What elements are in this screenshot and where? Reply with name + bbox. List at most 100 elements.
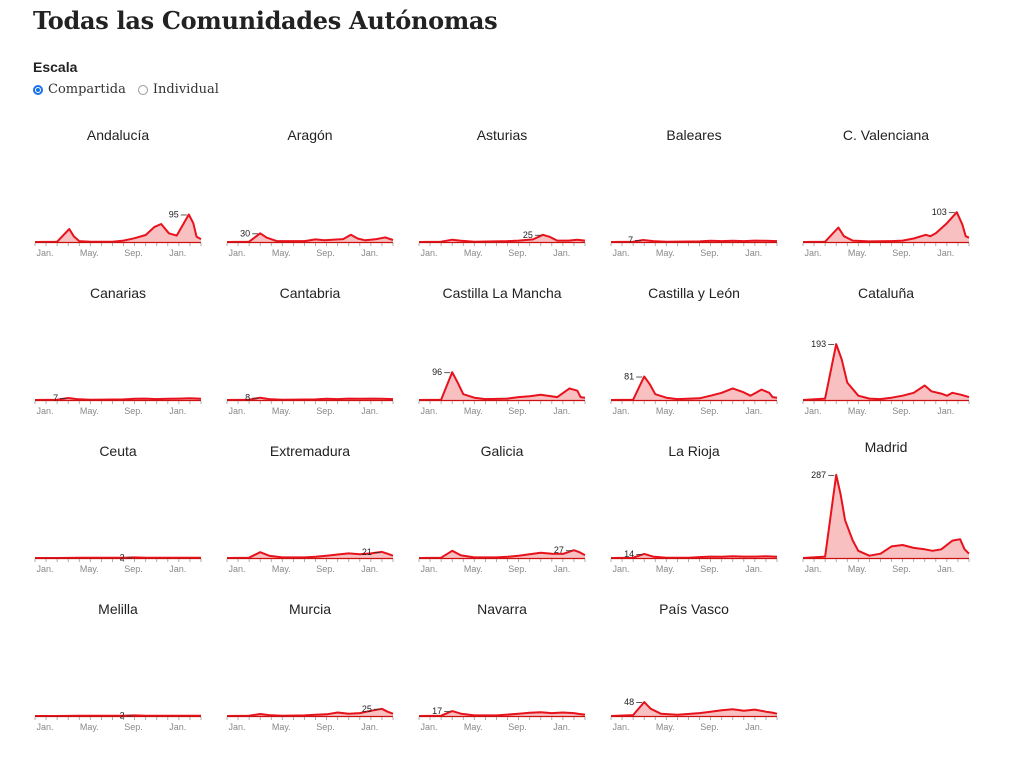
- area-navarra: [419, 711, 585, 716]
- page-title: Todas las Comunidades Autónomas: [33, 6, 498, 35]
- x-tick-label-cataluna: May.: [848, 406, 867, 416]
- x-tick-label-c-valenciana: Jan.: [937, 248, 954, 258]
- x-tick-label-navarra: Sep.: [508, 722, 527, 732]
- series-line-asturias: [418, 233, 586, 243]
- series-line-cataluna: [802, 343, 970, 401]
- x-tick-label-baleares: May.: [656, 248, 675, 258]
- panel-title-cantabria: Cantabria: [280, 285, 341, 301]
- x-tick-label-cataluna: Jan.: [937, 406, 954, 416]
- value-label-castilla-la-mancha: 96: [432, 367, 442, 377]
- area-asturias: [419, 234, 585, 242]
- x-tick-label-asturias: May.: [464, 248, 483, 258]
- panel-melilla: Melilla Jan. May. Sep. Jan. 2: [34, 601, 202, 732]
- series-line-pais-vasco: [610, 701, 778, 717]
- radio-compartida[interactable]: Compartida: [33, 82, 126, 97]
- value-label-navarra: 17: [432, 706, 442, 716]
- x-tick-label-la-rioja: Jan.: [612, 564, 629, 574]
- area-madrid: [803, 474, 969, 558]
- x-tick-label-castilla-la-mancha: Sep.: [508, 406, 527, 416]
- radio-individual-dot[interactable]: [137, 84, 148, 95]
- series-line-la-rioja: [610, 552, 778, 559]
- x-tick-label-galicia: Sep.: [508, 564, 527, 574]
- panel-title-galicia: Galicia: [481, 443, 524, 459]
- x-tick-label-andalucia: Jan.: [169, 248, 186, 258]
- panel-title-c-valenciana: C. Valenciana: [843, 127, 929, 143]
- value-label-murcia: 25: [362, 704, 372, 714]
- value-label-extremadura: 21: [362, 547, 372, 557]
- x-tick-label-canarias: May.: [80, 406, 99, 416]
- x-tick-label-galicia: May.: [464, 564, 483, 574]
- x-tick-label-castilla-la-mancha: May.: [464, 406, 483, 416]
- x-tick-label-canarias: Jan.: [36, 406, 53, 416]
- scale-label: Escala: [33, 59, 78, 75]
- x-tick-label-galicia: Jan.: [420, 564, 437, 574]
- radio-compartida-dot[interactable]: [33, 84, 43, 95]
- panel-madrid: Madrid Jan. May. Sep. Jan. 287: [802, 439, 970, 574]
- x-tick-label-asturias: Jan.: [553, 248, 570, 258]
- series-line-castilla-y-leon: [610, 375, 778, 401]
- x-tick-label-navarra: Jan.: [420, 722, 437, 732]
- x-tick-label-cantabria: Sep.: [316, 406, 335, 416]
- panel-title-melilla: Melilla: [98, 601, 138, 617]
- x-tick-label-murcia: Jan.: [361, 722, 378, 732]
- series-line-baleares: [610, 239, 778, 243]
- series-line-madrid: [802, 473, 970, 559]
- x-tick-label-andalucia: Sep.: [124, 248, 143, 258]
- panel-la-rioja: La Rioja Jan. May. Sep. Jan. 14: [610, 443, 778, 574]
- value-label-asturias: 25: [523, 230, 533, 240]
- radio-individual[interactable]: Individual: [137, 82, 219, 97]
- x-tick-label-pais-vasco: Jan.: [612, 722, 629, 732]
- x-tick-label-melilla: Jan.: [36, 722, 53, 732]
- panel-castilla-y-leon: Castilla y León Jan. May. Sep. Jan. 81: [610, 285, 778, 416]
- x-tick-label-castilla-y-leon: Jan.: [612, 406, 629, 416]
- panel-title-cataluna: Cataluña: [858, 285, 914, 301]
- scale-radio-group: Compartida Individual: [33, 82, 231, 97]
- value-label-ceuta: 2: [120, 552, 125, 562]
- x-tick-label-cantabria: Jan.: [228, 406, 245, 416]
- x-tick-label-ceuta: Jan.: [169, 564, 186, 574]
- panel-title-andalucia: Andalucía: [87, 127, 149, 143]
- x-tick-label-asturias: Sep.: [508, 248, 527, 258]
- panel-baleares: Baleares Jan. May. Sep. Jan. 7: [610, 127, 778, 258]
- x-tick-label-aragon: Jan.: [361, 248, 378, 258]
- x-tick-label-baleares: Sep.: [700, 248, 719, 258]
- x-tick-label-galicia: Jan.: [553, 564, 570, 574]
- value-label-melilla: 2: [120, 710, 125, 720]
- x-tick-label-pais-vasco: May.: [656, 722, 675, 732]
- panel-title-navarra: Navarra: [477, 601, 527, 617]
- value-label-galicia: 27: [554, 545, 564, 555]
- value-label-aragon: 30: [240, 228, 250, 238]
- area-castilla-y-leon: [611, 376, 777, 400]
- x-tick-label-la-rioja: May.: [656, 564, 675, 574]
- x-tick-label-andalucia: May.: [80, 248, 99, 258]
- area-pais-vasco: [611, 702, 777, 716]
- series-line-cantabria: [226, 396, 394, 401]
- x-tick-label-murcia: Sep.: [316, 722, 335, 732]
- series-line-c-valenciana: [802, 211, 970, 243]
- x-tick-label-murcia: Jan.: [228, 722, 245, 732]
- series-line-castilla-la-mancha: [418, 371, 586, 401]
- area-castilla-la-mancha: [419, 372, 585, 400]
- x-tick-label-cantabria: May.: [272, 406, 291, 416]
- panel-title-extremadura: Extremadura: [270, 443, 350, 459]
- x-tick-label-melilla: Jan.: [169, 722, 186, 732]
- panel-title-ceuta: Ceuta: [99, 443, 137, 459]
- x-tick-label-c-valenciana: Jan.: [804, 248, 821, 258]
- x-tick-label-castilla-la-mancha: Jan.: [553, 406, 570, 416]
- radio-compartida-label: Compartida: [48, 82, 126, 97]
- panel-ceuta: Ceuta Jan. May. Sep. Jan. 2: [34, 443, 202, 574]
- x-tick-label-aragon: Sep.: [316, 248, 335, 258]
- x-tick-label-murcia: May.: [272, 722, 291, 732]
- panel-pais-vasco: País Vasco Jan. May. Sep. Jan. 48: [610, 601, 778, 732]
- x-tick-label-canarias: Jan.: [169, 406, 186, 416]
- value-label-madrid: 287: [811, 470, 826, 480]
- panel-navarra: Navarra Jan. May. Sep. Jan. 17: [418, 601, 586, 732]
- panel-title-castilla-y-leon: Castilla y León: [648, 285, 740, 301]
- x-tick-label-madrid: May.: [848, 564, 867, 574]
- x-tick-label-baleares: Jan.: [612, 248, 629, 258]
- area-cataluna: [803, 344, 969, 400]
- x-tick-label-c-valenciana: May.: [848, 248, 867, 258]
